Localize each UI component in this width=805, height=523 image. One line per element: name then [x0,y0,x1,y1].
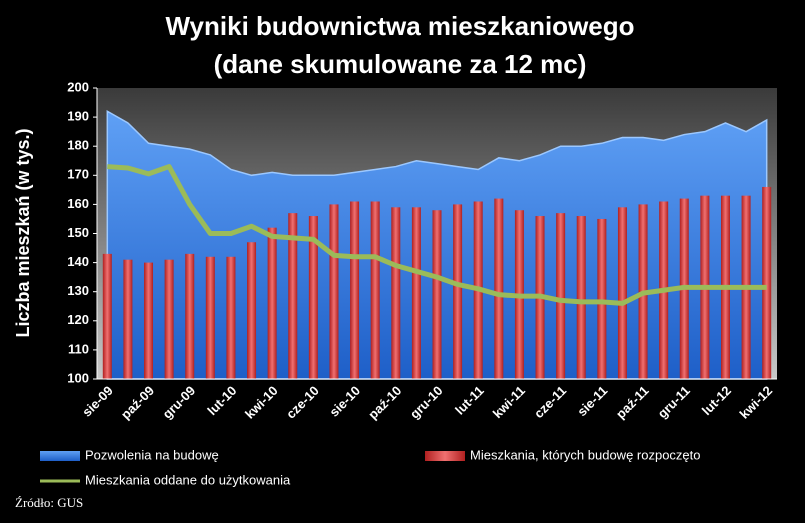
x-tick-label: sie-10 [326,383,363,420]
x-tick-label: gru-11 [655,383,693,421]
legend-swatch [40,451,80,461]
x-tick-label: kwi-12 [737,383,776,422]
legend-label: Pozwolenia na budowę [85,447,219,462]
x-tick-label: sie-09 [79,383,116,420]
bar [350,201,360,379]
x-tick-label: kwi-10 [242,383,281,422]
bar [391,207,401,379]
chart-subtitle: (dane skumulowane za 12 mc) [214,49,587,79]
chart-title: Wyniki budownictwa mieszkaniowego [165,11,634,41]
x-tick-label: gru-09 [160,383,199,422]
bar [556,213,566,379]
legend-label: Mieszkania oddane do użytkowania [85,472,291,487]
y-tick-label: 190 [67,109,89,124]
source: Źródło: GUS [15,495,83,510]
bar [185,253,195,379]
x-tick-label: paź-11 [613,383,652,422]
legend-label: Mieszkania, których budowę rozpoczęto [470,447,701,462]
x-tick-label: lut-11 [452,383,487,418]
y-tick-label: 150 [67,225,89,240]
bar [144,262,154,379]
y-tick-label: 170 [67,167,89,182]
y-tick-label: 110 [68,341,89,356]
y-tick-label: 200 [67,79,89,94]
bar [164,259,174,379]
bar [226,256,236,379]
x-tick-label: paź-09 [118,383,157,422]
bar [247,242,257,379]
y-tick-label: 100 [67,370,89,385]
bar [102,253,112,379]
bar [494,198,504,379]
x-tick-label: paź-10 [365,383,404,422]
bar [411,207,421,379]
bar [597,218,607,379]
x-tick-label: lut-10 [204,383,239,418]
bar [762,186,772,379]
bar [267,227,277,379]
legend-swatch [425,451,465,461]
line [107,164,767,306]
y-tick-label: 160 [67,196,89,211]
bar [453,204,463,379]
bar [432,210,442,379]
x-tick-label: sie-11 [574,383,610,419]
y-tick-label: 120 [67,312,89,327]
x-tick-label: cze-11 [531,383,569,421]
bar [308,216,318,379]
y-axis-label: Liczba mieszkań (w tys.) [13,128,33,337]
y-tick-label: 130 [67,283,89,298]
bar [370,201,380,379]
bar [123,259,133,379]
x-tick-label: lut-12 [699,383,734,418]
x-tick-label: kwi-11 [490,383,528,421]
y-tick-label: 180 [67,138,89,153]
bar [617,207,627,379]
bar [288,213,298,379]
bar [329,204,339,379]
bar [205,256,215,379]
x-tick-label: cze-10 [283,383,322,422]
x-tick-label: gru-10 [407,383,446,422]
bar [576,216,586,379]
y-tick-label: 140 [67,254,89,269]
